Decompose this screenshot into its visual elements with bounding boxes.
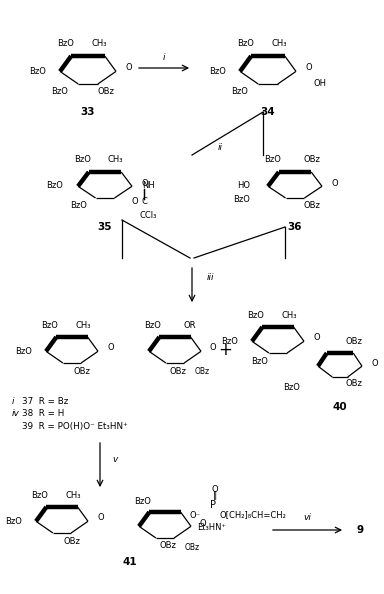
Text: O[CH₂]₈CH=CH₂: O[CH₂]₈CH=CH₂ [220, 510, 287, 520]
Text: C: C [142, 197, 148, 207]
Text: BzO: BzO [5, 517, 22, 526]
Text: BzO: BzO [144, 321, 161, 330]
Text: O: O [107, 343, 114, 352]
Text: BzO: BzO [264, 156, 281, 165]
Text: ii: ii [217, 144, 222, 153]
Text: NH: NH [142, 182, 155, 191]
Text: BzO: BzO [29, 67, 46, 75]
Text: OH: OH [313, 80, 326, 89]
Text: O: O [97, 513, 104, 523]
Text: BzO: BzO [231, 87, 248, 96]
Text: CH₃: CH₃ [75, 321, 91, 330]
Text: OBz: OBz [98, 87, 115, 96]
Text: BzO: BzO [41, 321, 58, 330]
Text: 33: 33 [81, 107, 95, 117]
Text: O: O [200, 519, 207, 527]
Text: 37  R = Bz: 37 R = Bz [22, 397, 68, 406]
Text: BzO: BzO [233, 195, 250, 204]
Text: O: O [306, 64, 313, 72]
Text: CH₃: CH₃ [271, 39, 286, 49]
Text: OBz: OBz [303, 201, 320, 210]
Text: BzO: BzO [251, 356, 268, 365]
Text: O: O [331, 179, 338, 188]
Text: OBz: OBz [303, 156, 320, 165]
Text: P: P [210, 500, 216, 510]
Text: BzO: BzO [74, 156, 91, 165]
Text: BzO: BzO [209, 67, 226, 75]
Text: iii: iii [206, 273, 214, 283]
Text: CH₃: CH₃ [108, 156, 124, 165]
Text: 38  R = H: 38 R = H [22, 409, 65, 419]
Text: iv: iv [12, 409, 20, 419]
Text: BzO: BzO [57, 39, 74, 49]
Text: BzO: BzO [221, 336, 238, 346]
Text: CCl₃: CCl₃ [140, 211, 157, 220]
Text: 9: 9 [356, 525, 364, 535]
Text: OBz: OBz [64, 536, 81, 545]
Text: O: O [372, 359, 379, 368]
Text: OR: OR [183, 321, 195, 330]
Text: 41: 41 [122, 557, 137, 567]
Text: vi: vi [303, 513, 311, 523]
Text: +: + [218, 341, 232, 359]
Text: 40: 40 [333, 402, 347, 412]
Text: OBz: OBz [345, 378, 362, 387]
Text: i: i [163, 53, 165, 62]
Text: BzO: BzO [31, 491, 48, 501]
Text: v: v [112, 456, 118, 465]
Text: OBz: OBz [74, 366, 91, 375]
Text: CH₃: CH₃ [65, 491, 81, 501]
Text: 35: 35 [98, 222, 112, 232]
Text: 39  R = PO(H)O⁻ Et₃HN⁺: 39 R = PO(H)O⁻ Et₃HN⁺ [22, 422, 128, 431]
Text: BzO: BzO [247, 311, 264, 321]
Text: OBz: OBz [185, 542, 200, 551]
Text: OBz: OBz [159, 542, 176, 551]
Text: CH₃: CH₃ [91, 39, 106, 49]
Text: BzO: BzO [237, 39, 254, 49]
Text: O: O [126, 64, 132, 72]
Text: i: i [12, 397, 15, 406]
Text: HO: HO [237, 182, 250, 191]
Text: BzO: BzO [70, 201, 87, 210]
Text: ‖: ‖ [213, 491, 217, 501]
Text: O: O [210, 343, 217, 352]
Text: BzO: BzO [15, 346, 32, 355]
Text: O: O [212, 485, 218, 494]
Text: OBz: OBz [345, 336, 362, 346]
Text: CH₃: CH₃ [281, 311, 296, 321]
Text: O⁻: O⁻ [189, 510, 200, 520]
Text: O: O [313, 333, 319, 343]
Text: OBz: OBz [195, 368, 210, 377]
Text: BzO: BzO [46, 182, 63, 191]
Text: BzO: BzO [51, 87, 68, 96]
Text: BzO: BzO [283, 383, 300, 391]
Text: Et₃HN⁺: Et₃HN⁺ [197, 523, 226, 532]
Text: 36: 36 [288, 222, 302, 232]
Text: O: O [141, 179, 147, 188]
Text: 34: 34 [261, 107, 275, 117]
Text: BzO: BzO [134, 497, 151, 505]
Text: O: O [131, 197, 137, 207]
Text: OBz: OBz [169, 366, 186, 375]
